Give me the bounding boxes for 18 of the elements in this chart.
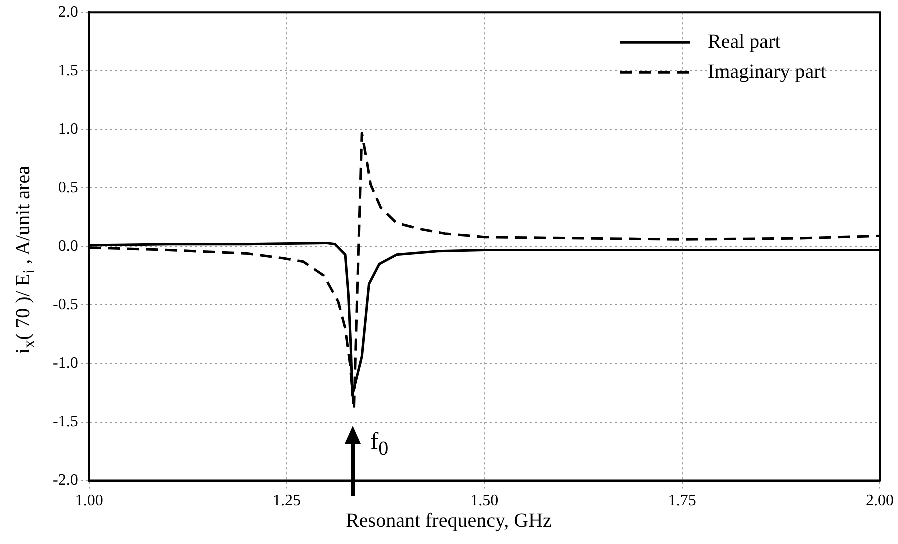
y-tick-label: 1.5 — [58, 62, 78, 80]
legend-label: Imaginary part — [708, 60, 827, 83]
legend-label: Real part — [708, 30, 782, 53]
annotation: f$_{0}$ — [370, 428, 389, 461]
y-tick-label: 0.5 — [58, 179, 78, 196]
y-tick-label: 2.0 — [58, 4, 78, 21]
y-tick-label: -1.5 — [53, 413, 78, 430]
x-tick-label: 1.25 — [272, 492, 301, 510]
x-tick-label: 1.75 — [668, 492, 696, 510]
y-tick-label: 0.0 — [58, 238, 78, 255]
y-tick-label: -2.0 — [53, 472, 78, 490]
y-tick-label: -1.0 — [53, 354, 78, 372]
x-tick-label: 1.00 — [75, 492, 104, 510]
y-tick-label: -0.5 — [53, 296, 78, 314]
x-tick-label: 1.50 — [470, 492, 499, 510]
x-axis-title: Resonant frequency, GHz — [345, 510, 553, 533]
y-tick-label: 1.0 — [58, 120, 78, 138]
x-tick-label: 2.00 — [866, 492, 894, 510]
